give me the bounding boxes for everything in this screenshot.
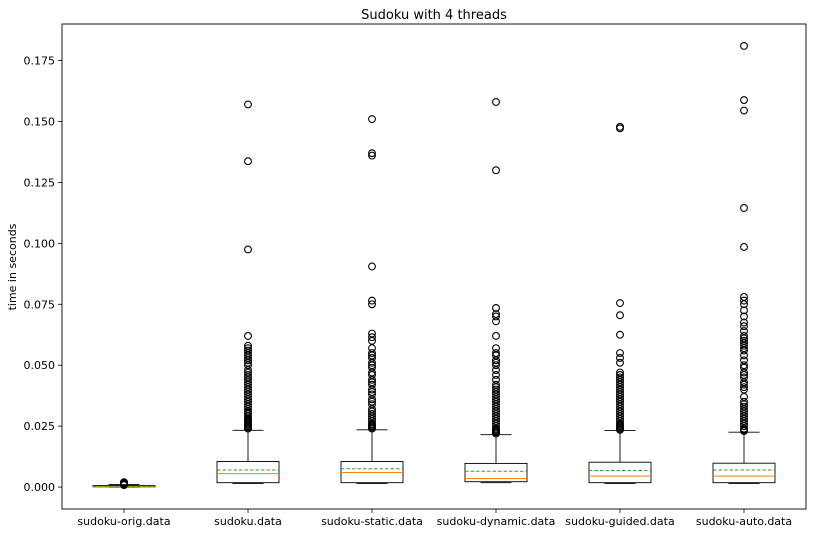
y-tick-label: 0.125 xyxy=(24,176,56,189)
plot-area: 0.000 0.025 0.050 0.075 0.100 0.125 0.150 0.175… xyxy=(24,23,807,528)
outlier-point xyxy=(244,341,252,350)
outlier-point xyxy=(616,368,624,377)
outlier-point xyxy=(492,98,500,106)
box-group-6 xyxy=(712,41,776,484)
outlier-point xyxy=(244,245,252,254)
y-tick-label: 0.025 xyxy=(24,420,56,433)
outlier-point xyxy=(616,371,624,379)
outlier-point xyxy=(740,312,748,321)
outlier-point xyxy=(492,380,500,389)
iqr-box xyxy=(712,462,776,484)
outlier-point xyxy=(492,349,500,357)
outlier-point xyxy=(740,397,748,406)
box-group-1 xyxy=(92,478,156,490)
outlier-point xyxy=(492,310,500,318)
y-tick-label: 0.000 xyxy=(24,481,56,494)
outlier-point xyxy=(616,358,624,367)
box-group-4 xyxy=(464,98,528,484)
box-group-5 xyxy=(588,122,652,484)
outlier-point xyxy=(244,344,252,353)
x-tick-label: sudoku-orig.data xyxy=(77,515,170,528)
iqr-box xyxy=(216,461,280,484)
x-tick-label: sudoku-dynamic.data xyxy=(437,515,556,528)
outlier-point xyxy=(616,299,624,308)
outlier-point xyxy=(492,375,500,384)
outlier-point xyxy=(244,332,252,340)
outlier-point xyxy=(740,322,748,331)
outlier-point xyxy=(492,385,500,394)
outlier-point xyxy=(740,41,748,50)
outlier-point xyxy=(492,166,500,175)
outlier-point xyxy=(740,296,748,305)
outlier-point xyxy=(492,344,500,353)
outlier-point xyxy=(492,303,500,312)
outlier-point xyxy=(616,349,624,357)
outlier-point xyxy=(244,371,252,379)
outlier-point xyxy=(616,353,624,362)
outlier-point xyxy=(368,329,376,338)
box-group-3 xyxy=(340,115,404,484)
outlier-point xyxy=(740,96,748,104)
outlier-point xyxy=(368,400,376,409)
x-tick-label: sudoku-auto.data xyxy=(696,515,792,528)
outlier-point xyxy=(616,373,624,382)
y-tick-label: 0.150 xyxy=(24,115,56,128)
outlier-point xyxy=(368,296,376,305)
outlier-point xyxy=(492,361,500,370)
outlier-point xyxy=(740,356,748,365)
outlier-point xyxy=(740,106,748,115)
outlier-point xyxy=(740,293,748,301)
outlier-point xyxy=(740,373,748,382)
outlier-point xyxy=(740,306,748,315)
outlier-point xyxy=(368,300,376,309)
outlier-point xyxy=(244,157,252,166)
outlier-point xyxy=(616,311,624,320)
x-tick-label: sudoku.data xyxy=(214,515,282,528)
outlier-point xyxy=(740,383,748,392)
outlier-point xyxy=(368,115,376,124)
outlier-point xyxy=(368,353,376,362)
outlier-point xyxy=(740,361,748,370)
outlier-point xyxy=(616,122,624,131)
outlier-point xyxy=(368,151,376,160)
iqr-box xyxy=(588,461,652,484)
x-tick-label: sudoku-static.data xyxy=(321,515,423,528)
y-tick-label: 0.075 xyxy=(24,298,56,311)
outlier-point xyxy=(368,349,376,357)
outlier-point xyxy=(368,333,376,342)
y-tick-label: 0.100 xyxy=(24,237,56,250)
outlier-point xyxy=(244,346,252,355)
outlier-point xyxy=(368,409,376,418)
outlier-point xyxy=(120,478,128,487)
x-tick-label: sudoku-guided.data xyxy=(565,515,674,528)
outlier-point xyxy=(244,100,252,109)
iqr-box xyxy=(464,462,528,483)
outlier-point xyxy=(368,149,376,158)
outlier-point xyxy=(616,330,624,339)
outlier-point xyxy=(368,380,376,389)
outlier-point xyxy=(740,332,748,340)
outlier-point xyxy=(368,262,376,271)
outlier-point xyxy=(368,390,376,399)
y-tick-label: 0.050 xyxy=(24,359,56,372)
chart-title: Sudoku with 4 threads xyxy=(361,8,507,23)
outlier-point xyxy=(740,243,748,251)
outlier-point xyxy=(492,312,500,321)
outlier-point xyxy=(740,402,748,411)
outlier-point xyxy=(740,318,748,327)
y-tick-label: 0.175 xyxy=(24,55,56,68)
outlier-point xyxy=(740,204,748,212)
box-group-2 xyxy=(216,100,280,484)
outlier-point xyxy=(492,371,500,379)
plot-frame xyxy=(61,23,807,510)
outlier-point xyxy=(740,327,748,336)
outlier-point xyxy=(368,363,376,372)
outlier-point xyxy=(492,332,500,340)
outlier-point xyxy=(740,336,748,345)
y-axis-label: time in seconds xyxy=(6,223,19,310)
